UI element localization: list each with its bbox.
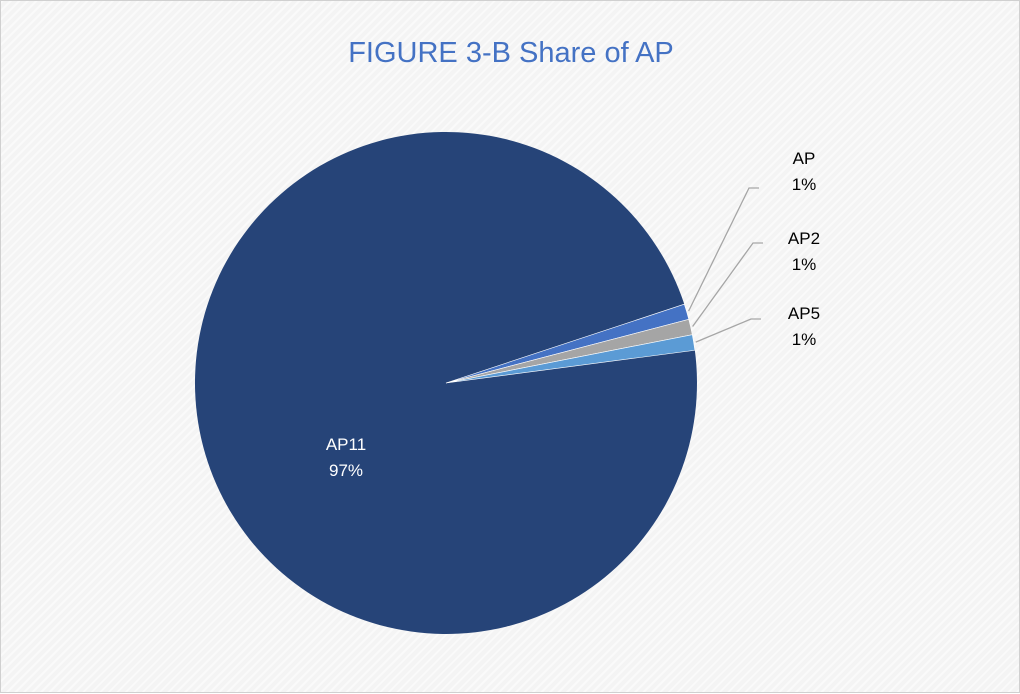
leader-lines xyxy=(688,187,763,343)
slice-label-name-ap2: AP2 xyxy=(788,229,820,248)
slice-label-value-ap2: 1% xyxy=(792,255,817,274)
leader-line-ap2 xyxy=(692,242,763,327)
leader-line-ap xyxy=(688,187,759,312)
slice-label-name-ap5: AP5 xyxy=(788,304,820,323)
pie-slices xyxy=(194,131,697,634)
pie-slice-ap5 xyxy=(445,334,696,384)
slice-label-name-ap: AP xyxy=(793,149,816,168)
slice-label-value-ap11: 97% xyxy=(329,461,363,480)
slice-label-name-ap11: AP11 xyxy=(326,435,366,454)
chart-title: FIGURE 3-B Share of AP xyxy=(348,37,674,69)
leader-line-ap5 xyxy=(695,318,761,343)
slice-labels: AP11 97% AP 1% AP2 1% AP5 1% xyxy=(326,149,820,480)
slice-label-value-ap: 1% xyxy=(792,175,817,194)
slice-label-value-ap5: 1% xyxy=(792,330,817,349)
